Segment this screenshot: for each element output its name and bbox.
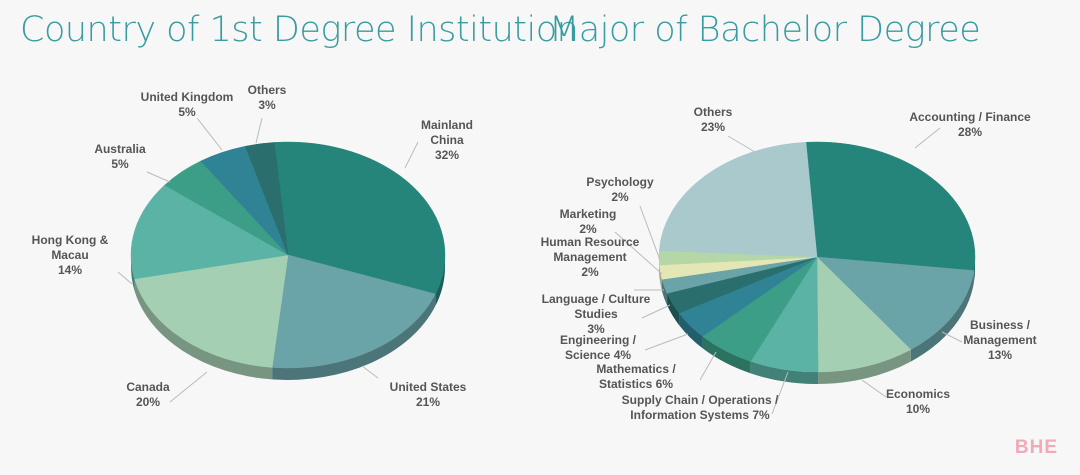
pie-slice [274,141,446,295]
leader-line [639,205,661,261]
value-label: 7% [752,408,770,422]
value-label: 2% [579,222,597,236]
leader-line [641,304,671,319]
chart-title: Major of Bachelor Degree [549,10,981,50]
value-label: 5% [178,105,196,119]
watermark: BHE [1014,437,1058,458]
leader-line [255,117,263,144]
slice-side [679,313,703,349]
pie-slice [816,256,912,373]
slice-label: Supply Chain / Operations / Information … [605,393,795,423]
slice-label: Mainland China 32% [412,118,482,163]
leader-line [861,379,887,398]
leader-line [146,171,171,183]
value-label: 21% [415,395,441,409]
slice-label: Others 23% [683,105,743,135]
leader-line [361,365,379,379]
value-label: 14% [57,263,83,277]
slice-side [134,278,273,380]
slice-side [750,361,819,384]
pie-slice [816,256,975,350]
slice-label: Mathematics / Statistics 6% [591,362,681,392]
pie-slice [271,254,436,369]
value-label: 2% [581,265,599,279]
category-label: Marketing [559,207,617,221]
slice-side [702,336,751,374]
value-label: 6% [655,377,674,391]
slice-side [973,257,975,283]
category-label: United States [389,380,467,394]
slice-label: Others 3% [237,83,297,113]
value-label: 3% [258,98,276,112]
value-label: 3% [587,322,605,336]
category-label: Mainland China [420,118,473,147]
value-label: 32% [434,148,460,162]
leader-line [644,333,689,351]
category-label: Engineering / Science [559,333,636,362]
category-label: Others [247,83,287,97]
category-label: Business / Management [963,318,1037,347]
category-label: Psychology [586,175,654,189]
category-label: United Kingdom [140,90,234,104]
leader-line [196,117,223,151]
slice-label: Economics 10% [873,387,963,417]
slice-label: Language / Culture Studies 3% [541,292,651,337]
category-label: Economics [885,387,951,401]
slice-label: Business / Management 13% [955,318,1045,363]
slice-side [667,293,680,326]
value-label: 13% [987,348,1013,362]
category-label: Supply Chain / Operations / Information … [621,393,779,422]
slice-label: United Kingdom 5% [132,90,242,120]
slice-side [435,255,445,307]
category-label: Language / Culture Studies [541,292,651,321]
category-label: Mathematics / Statistics [596,362,676,391]
value-label: 10% [905,402,931,416]
value-label: 20% [135,395,161,409]
slice-label: Human Resource Management 2% [540,235,640,280]
category-label: Hong Kong & Macau [31,233,109,262]
pie-slice [805,141,976,271]
value-label: 23% [700,120,726,134]
category-label: Australia [94,142,146,156]
slice-label: Hong Kong & Macau 14% [30,233,110,278]
slice-side [662,279,668,306]
slice-label: Accounting / Finance 28% [900,110,1040,140]
category-label: Human Resource Management [540,235,640,264]
leader-line [117,271,133,285]
value-label: 5% [111,157,129,171]
slice-label: United States 21% [373,380,483,410]
leader-line [699,351,717,381]
pie-slice [244,142,289,256]
category-label: Canada [126,380,170,394]
value-label: 28% [957,125,983,139]
slice-side [910,270,974,362]
slice-label: Marketing 2% [548,207,628,237]
value-label: 2% [611,190,629,204]
chart-title: Country of 1st Degree Institution [20,10,579,50]
leader-line [771,371,789,415]
value-label: 4% [613,348,632,362]
pie-slice [658,142,818,258]
pie-slice [130,184,289,280]
slice-label: Australia 5% [85,142,155,172]
leader-line [614,231,663,275]
leader-line [914,127,941,149]
leader-line [941,331,963,343]
leader-line [404,141,419,169]
slice-label: Psychology 2% [580,175,660,205]
slice-label: Engineering / Science 4% [550,333,646,363]
category-label: Accounting / Finance [909,110,1031,124]
leader-line [169,371,208,403]
slice-side [272,294,436,380]
category-label: Others [693,105,733,119]
slice-label: Canada 20% [118,380,178,410]
pie-slice [134,254,289,368]
leader-line [727,135,756,153]
